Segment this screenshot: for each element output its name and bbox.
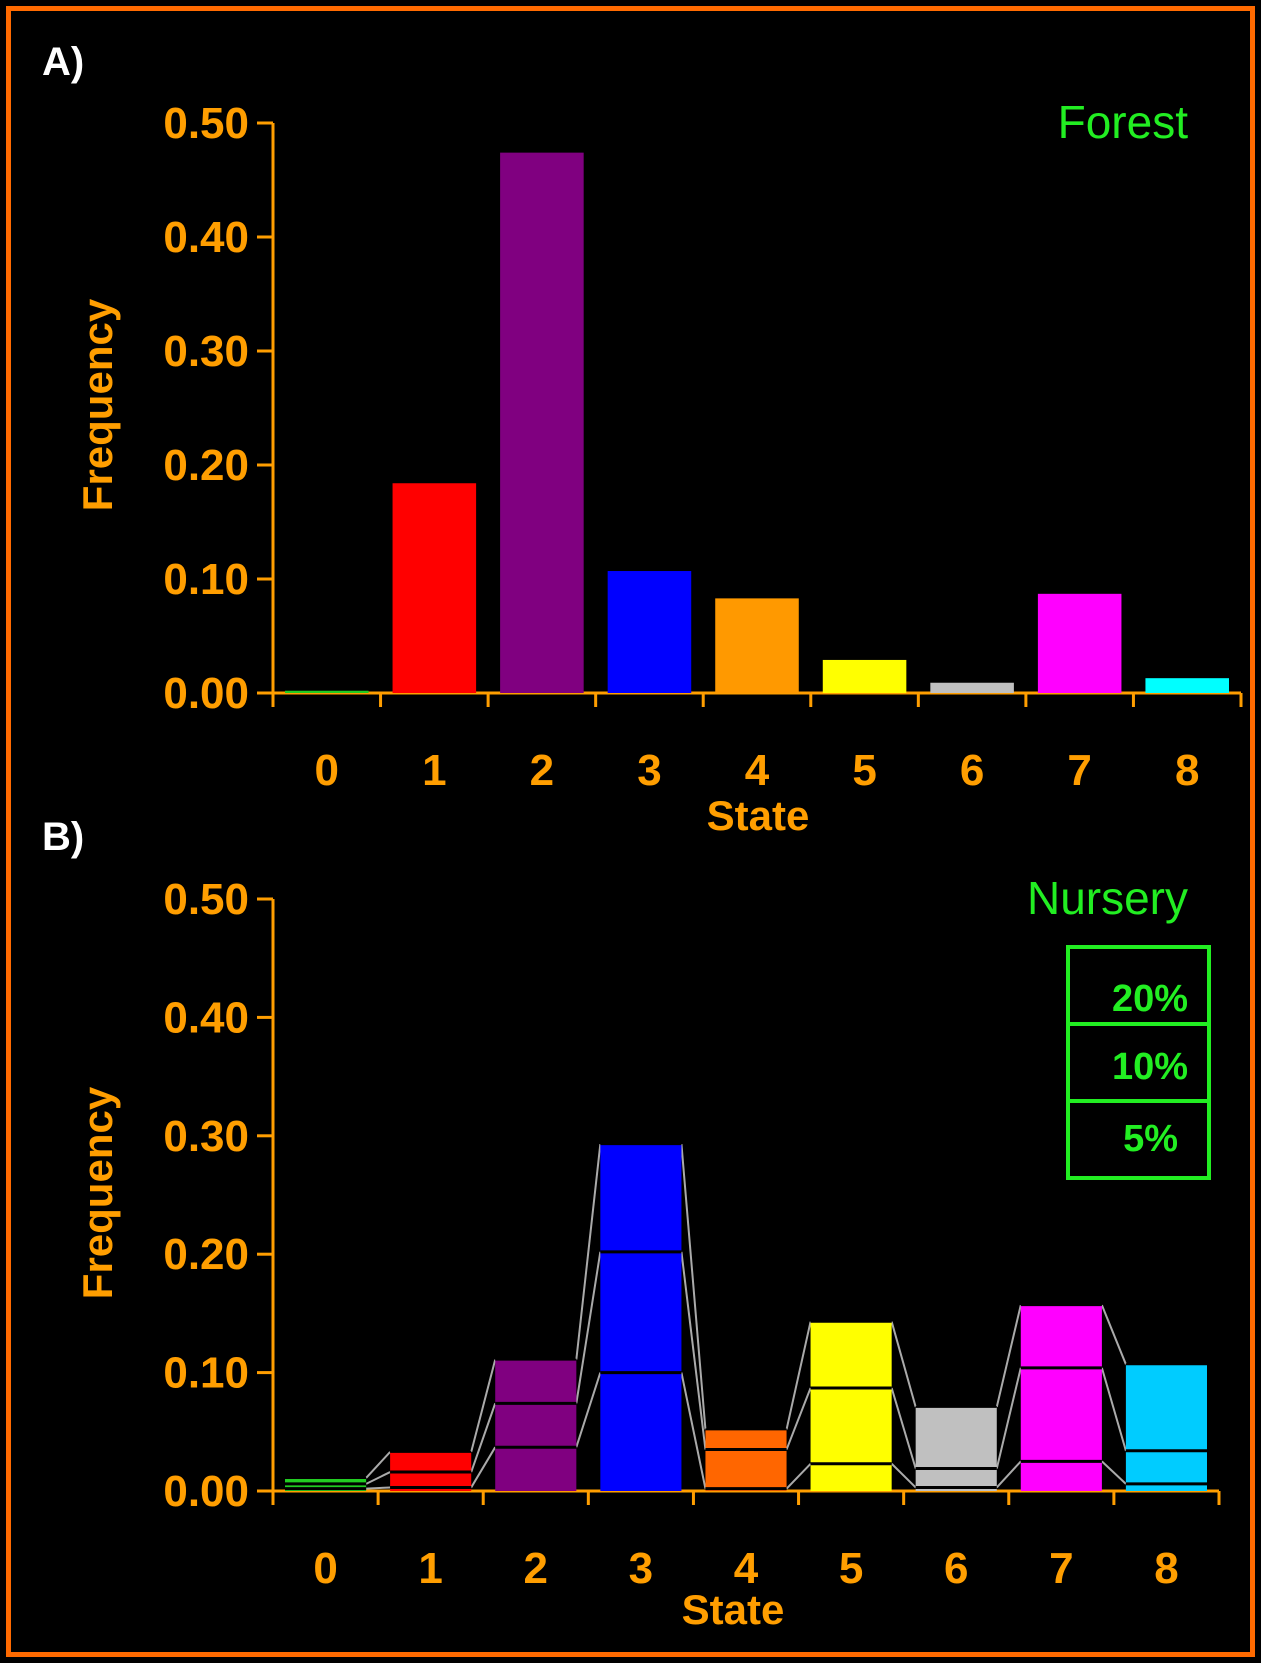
xtick-label: 6 xyxy=(944,1544,968,1593)
xtick-label: 0 xyxy=(315,746,339,795)
legend-entry-5: 5% xyxy=(1123,1118,1178,1160)
xtick-label: 4 xyxy=(734,1544,759,1593)
connector-line xyxy=(366,1486,391,1490)
ytick-label: 0.10 xyxy=(163,1349,249,1398)
panel-b-xtick-labels: 0 1 2 3 4 5 6 7 8 xyxy=(313,1544,1178,1593)
ytick-label: 0.10 xyxy=(163,555,249,604)
panel-b-xlabel: State xyxy=(682,1586,785,1633)
panel-b-title: Nursery xyxy=(1027,872,1188,924)
xtick-label: 4 xyxy=(745,746,770,795)
xtick-label: 2 xyxy=(524,1544,548,1593)
panel-a: A) Forest Frequency State 0.000.100.200.… xyxy=(42,40,1243,839)
bar-state-6 xyxy=(930,682,1014,693)
connector-line xyxy=(1100,1304,1127,1365)
connector-line xyxy=(1100,1367,1127,1452)
panel-b-legend: 20% 10% 5% xyxy=(1066,945,1211,1180)
bar-state-5 xyxy=(822,659,907,693)
xtick-label: 1 xyxy=(418,1544,442,1593)
ytick-label: 0.50 xyxy=(163,875,249,924)
connector-line xyxy=(785,1387,812,1450)
connector-line xyxy=(890,1321,917,1408)
ytick-label: 0.30 xyxy=(163,1112,249,1161)
connector-line xyxy=(785,1321,812,1430)
connector-line xyxy=(365,1451,391,1479)
bar-state-7 xyxy=(1020,1305,1102,1491)
connector-line xyxy=(890,1463,917,1489)
bar-state-2 xyxy=(495,1359,577,1491)
panel-b-ylabel: Frequency xyxy=(74,1086,121,1299)
connector-line xyxy=(470,1446,497,1488)
ytick-label: 0.20 xyxy=(163,1230,249,1279)
connector-line xyxy=(575,1372,602,1448)
connector-line xyxy=(470,1403,497,1473)
connector-line xyxy=(470,1359,497,1453)
panel-b-ytick-labels: 0.00 0.10 0.20 0.30 0.40 0.50 xyxy=(163,875,249,1516)
panel-a-xtick-labels: 0 1 2 3 4 5 6 7 8 xyxy=(315,746,1200,795)
ytick-label: 0.50 xyxy=(163,99,249,148)
bar-state-4 xyxy=(705,1429,787,1491)
bar-state-8 xyxy=(1145,678,1229,693)
xtick-label: 0 xyxy=(313,1544,337,1593)
bar-state-3 xyxy=(600,1144,682,1491)
connector-line xyxy=(890,1387,917,1469)
connector-line xyxy=(365,1471,391,1485)
xtick-label: 2 xyxy=(530,746,554,795)
ytick-label: 0.40 xyxy=(163,993,249,1042)
panel-a-xlabel: State xyxy=(707,792,810,839)
bar-state-2 xyxy=(500,152,584,693)
ytick-label: 0.30 xyxy=(163,327,249,376)
connector-line xyxy=(575,1143,602,1360)
xtick-label: 3 xyxy=(637,746,661,795)
bar-state-8 xyxy=(1125,1364,1207,1491)
ytick-label: 0.40 xyxy=(163,213,249,262)
panel-b: B) Nursery Frequency State 0.000.100.200… xyxy=(42,815,1221,1633)
connector-line xyxy=(680,1372,707,1489)
xtick-label: 5 xyxy=(852,746,876,795)
xtick-label: 8 xyxy=(1175,746,1199,795)
ytick-label: 0.00 xyxy=(163,669,249,718)
panel-a-ytick-labels: 0.00 0.10 0.20 0.30 0.40 0.50 xyxy=(163,99,249,718)
bar-state-0 xyxy=(285,690,369,693)
xtick-label: 5 xyxy=(839,1544,863,1593)
xtick-label: 7 xyxy=(1067,746,1091,795)
connector-line xyxy=(996,1460,1022,1489)
connector-line xyxy=(1101,1460,1127,1485)
connector-line xyxy=(995,1304,1022,1408)
xtick-label: 7 xyxy=(1049,1544,1073,1593)
panel-b-bars xyxy=(285,1143,1207,1491)
panel-a-bars xyxy=(285,152,1229,693)
xtick-label: 8 xyxy=(1154,1544,1178,1593)
connector-line xyxy=(680,1251,707,1450)
panel-a-title: Forest xyxy=(1058,96,1189,148)
bar-state-1 xyxy=(392,483,477,693)
connector-line xyxy=(785,1463,812,1490)
connector-line xyxy=(575,1251,602,1404)
connector-line xyxy=(995,1367,1022,1469)
bar-state-7 xyxy=(1037,593,1122,693)
panel-b-connector-lines xyxy=(365,1143,1127,1490)
legend-entry-20: 20% xyxy=(1112,978,1188,1020)
panel-b-label: B) xyxy=(42,815,84,859)
legend-entry-10: 10% xyxy=(1112,1046,1188,1088)
ytick-label: 0.00 xyxy=(163,1467,249,1516)
xtick-label: 6 xyxy=(960,746,984,795)
panel-a-ylabel: Frequency xyxy=(74,298,121,511)
xtick-label: 3 xyxy=(629,1544,653,1593)
bar-state-3 xyxy=(607,571,692,693)
bar-state-5 xyxy=(810,1321,892,1491)
connector-line xyxy=(680,1144,707,1430)
legend-box xyxy=(1066,945,1211,1180)
ytick-label: 0.20 xyxy=(163,441,249,490)
panel-a-label: A) xyxy=(42,40,84,84)
bar-state-4 xyxy=(715,598,799,693)
bar-state-6 xyxy=(915,1406,997,1491)
xtick-label: 1 xyxy=(422,746,446,795)
